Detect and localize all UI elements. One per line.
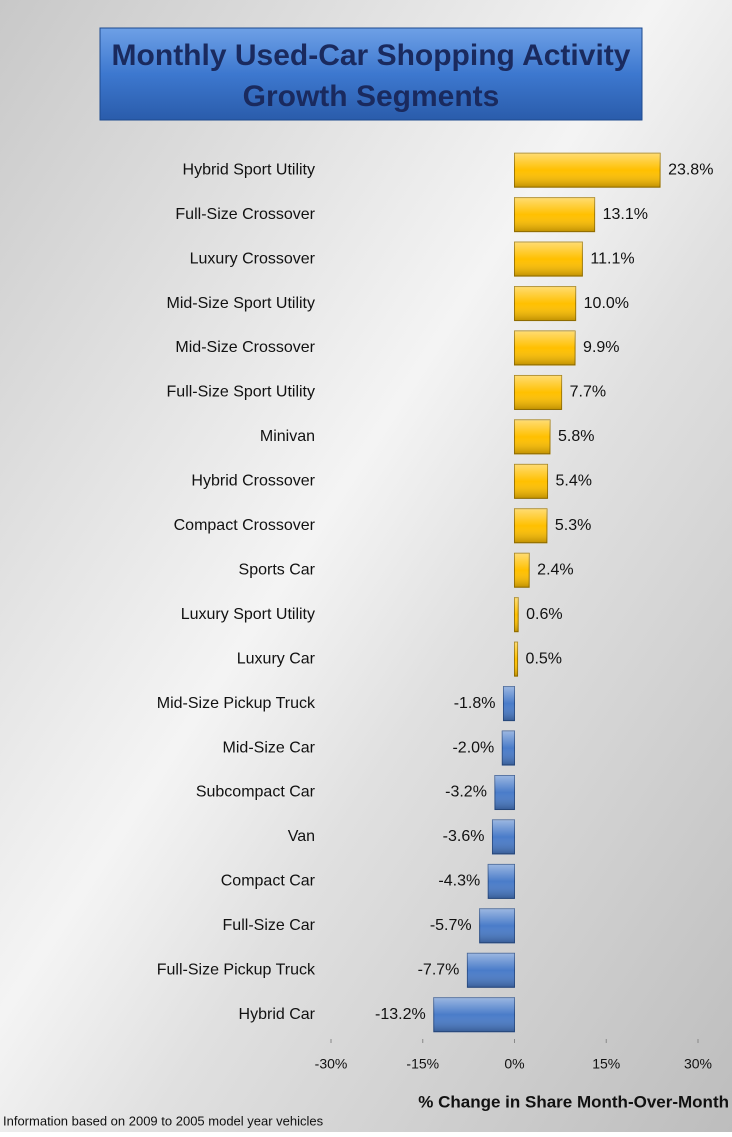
value-label: 5.4% (556, 473, 592, 490)
y-tick-label: Hybrid Crossover (191, 473, 315, 490)
value-label: 5.3% (555, 517, 591, 534)
footnote: Information based on 2009 to 2005 model … (3, 1113, 324, 1128)
bar-shade (514, 197, 595, 232)
bar-shade (503, 686, 515, 721)
y-tick-label: Hybrid Car (239, 1006, 316, 1023)
y-tick-label: Mid-Size Pickup Truck (157, 695, 316, 712)
y-tick-label: Full-Size Pickup Truck (157, 962, 316, 979)
bar-shade (514, 553, 530, 588)
x-tick-label: -15% (406, 1056, 439, 1072)
value-label: 7.7% (570, 384, 606, 401)
bar-shade (514, 331, 576, 366)
value-label: -13.2% (375, 1006, 426, 1023)
x-tick-label: -30% (315, 1056, 348, 1072)
bar-shade (492, 819, 515, 854)
value-label: -2.0% (452, 739, 494, 756)
bar-shade (514, 597, 519, 632)
y-tick-label: Full-Size Sport Utility (167, 384, 315, 401)
bar-shade (467, 953, 515, 988)
value-label: 0.6% (526, 606, 562, 623)
value-label: 13.1% (603, 206, 648, 223)
value-label: -3.2% (445, 784, 487, 801)
bar-shade (514, 464, 548, 499)
chart-title: Growth Segments (243, 80, 500, 113)
y-tick-label: Luxury Crossover (190, 250, 316, 267)
bar-shade (514, 286, 576, 321)
x-tick-label: 0% (504, 1056, 524, 1072)
bar-shade (514, 642, 518, 677)
x-axis-label: % Change in Share Month-Over-Month (418, 1092, 729, 1111)
x-tick-label: 15% (592, 1056, 620, 1072)
value-label: 5.8% (558, 428, 594, 445)
y-tick-label: Van (288, 828, 315, 845)
y-tick-label: Luxury Sport Utility (181, 606, 315, 623)
value-label: 23.8% (668, 161, 713, 178)
y-tick-label: Luxury Car (237, 650, 316, 667)
bar-shade (514, 375, 562, 410)
value-label: -4.3% (438, 873, 480, 890)
value-label: 10.0% (584, 295, 629, 312)
value-label: 11.1% (590, 250, 634, 267)
y-tick-label: Minivan (260, 428, 315, 445)
bar-shade (514, 419, 550, 454)
y-tick-label: Mid-Size Car (223, 739, 316, 756)
y-tick-label: Sports Car (239, 561, 316, 578)
y-tick-label: Compact Car (221, 873, 316, 890)
bar-shade (514, 508, 547, 543)
title-box (99, 27, 643, 121)
value-label: -3.6% (443, 828, 485, 845)
value-label: -5.7% (430, 917, 472, 934)
y-tick-label: Full-Size Crossover (175, 206, 315, 223)
bar-shade (433, 997, 515, 1032)
y-tick-label: Mid-Size Sport Utility (167, 295, 315, 312)
bar-shade (514, 153, 661, 188)
bar-shade (514, 242, 583, 277)
value-label: 9.9% (583, 339, 619, 356)
chart-title: Monthly Used-Car Shopping Activity (112, 39, 631, 72)
bar-shade (494, 775, 515, 810)
y-tick-label: Hybrid Sport Utility (183, 161, 315, 178)
bar-shade (502, 731, 515, 766)
y-tick-label: Compact Crossover (174, 517, 316, 534)
value-label: -7.7% (418, 962, 460, 979)
bar-shade (488, 864, 515, 899)
y-tick-label: Subcompact Car (196, 784, 316, 801)
y-tick-label: Full-Size Car (223, 917, 316, 934)
value-label: 2.4% (537, 561, 573, 578)
value-label: -1.8% (454, 695, 496, 712)
value-label: 0.5% (526, 650, 562, 667)
y-tick-label: Mid-Size Crossover (175, 339, 315, 356)
bar-shade (479, 908, 515, 943)
x-tick-label: 30% (684, 1056, 712, 1072)
